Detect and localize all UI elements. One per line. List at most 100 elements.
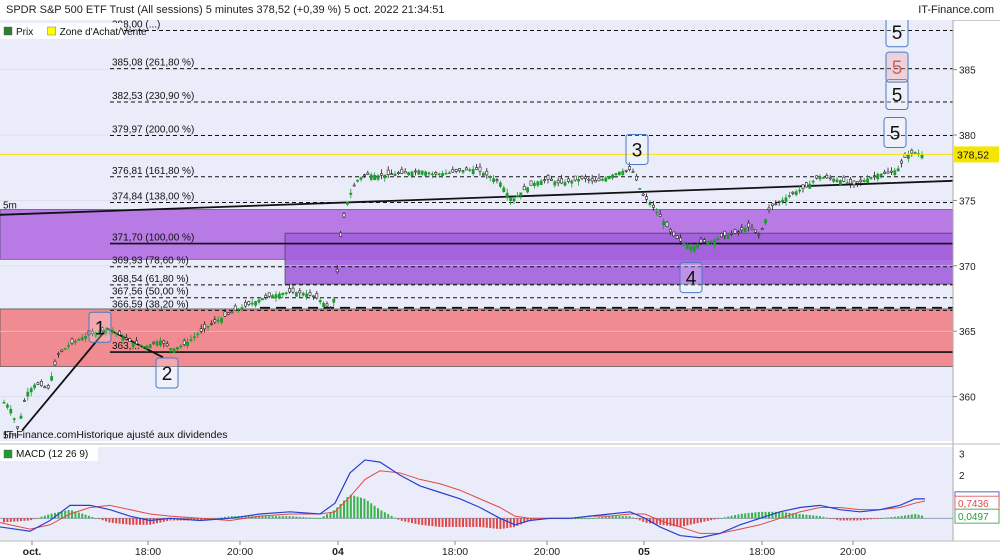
candle-body — [532, 182, 536, 186]
x-axis-tick-label: oct. — [23, 546, 42, 558]
macd-histogram-bar — [846, 518, 849, 521]
candle-body — [743, 227, 747, 233]
candle-body — [203, 323, 207, 330]
macd-histogram-bar — [404, 518, 407, 522]
last-price-label: 378,52 — [957, 149, 989, 161]
macd-histogram-bar — [315, 518, 318, 519]
macd-histogram-bar — [798, 513, 801, 519]
macd-histogram-bar — [655, 518, 658, 525]
candle-body — [74, 341, 77, 343]
candle-body — [855, 181, 859, 184]
candle-body — [284, 292, 288, 294]
candle-body — [281, 292, 285, 296]
candle-body — [526, 187, 530, 193]
candle-body — [12, 418, 16, 420]
candle-body — [220, 318, 224, 323]
candle-body — [689, 246, 693, 251]
candle-body — [315, 293, 319, 299]
macd-histogram-bar — [666, 518, 668, 526]
macd-histogram-bar — [128, 518, 131, 525]
legend-item-label: Prix — [16, 27, 33, 38]
macd-histogram-bar — [162, 518, 165, 522]
candle-body — [213, 319, 217, 323]
macd-histogram-bar — [224, 516, 226, 519]
candle-body — [631, 171, 635, 173]
candle-body — [852, 180, 856, 186]
macd-title: MACD (12 26 9) — [16, 449, 88, 460]
macd-histogram-bar — [730, 515, 733, 519]
candle-body — [566, 178, 570, 182]
candle-body — [16, 426, 20, 429]
wave-label: 5 — [892, 58, 903, 79]
macd-histogram-bar — [723, 517, 726, 519]
macd-histogram-bar — [876, 518, 879, 520]
candle-body — [536, 181, 540, 186]
wave-label-box — [885, 79, 909, 111]
y-axis-tick-label: 375 — [959, 196, 976, 207]
macd-histogram-bar — [336, 507, 339, 519]
candle-body — [760, 228, 764, 231]
candle-body — [94, 331, 98, 337]
candle-body — [464, 167, 468, 171]
candle-body — [131, 342, 135, 347]
candle-body — [288, 288, 292, 293]
macd-histogram-bar — [659, 518, 662, 525]
macd-histogram-bar — [339, 504, 342, 519]
macd-histogram-bar — [587, 518, 590, 520]
macd-histogram-bar — [16, 518, 19, 522]
candle-body — [838, 180, 842, 186]
macd-histogram-bar — [778, 511, 781, 519]
macd-histogram-bar — [717, 518, 719, 520]
macd-histogram-bar — [292, 516, 294, 519]
brand-label[interactable]: IT-Finance.com — [918, 4, 994, 16]
macd-histogram-bar — [870, 518, 872, 520]
candle-body — [342, 213, 346, 218]
candle-body — [709, 240, 713, 243]
candle-body — [662, 220, 666, 226]
macd-histogram-bar — [448, 518, 451, 527]
macd-histogram-bar — [98, 518, 101, 520]
candle-body — [658, 214, 662, 217]
candle-body — [199, 328, 203, 332]
macd-histogram-bar — [710, 518, 713, 521]
macd-histogram-bar — [679, 518, 682, 527]
macd-histogram-bar — [853, 518, 855, 521]
macd-histogram-bar — [244, 516, 247, 519]
candle-body — [383, 174, 387, 179]
candle-body — [254, 301, 258, 306]
candle-body — [478, 166, 482, 172]
candle-body — [417, 170, 421, 175]
sell-zone-inner — [284, 232, 954, 285]
candle-body — [424, 171, 428, 176]
candle-body — [862, 179, 866, 182]
y-axis-tick-label: 370 — [959, 262, 976, 273]
candle-body — [373, 174, 377, 181]
candle-body — [543, 179, 547, 181]
wave-label-box — [885, 51, 909, 83]
macd-histogram-bar — [57, 512, 60, 519]
macd-histogram-bar — [479, 518, 481, 527]
candle-body — [515, 195, 519, 198]
price-chart[interactable]: 398,00 (...) 385,08 (261,80 %) 382,53 (230… — [0, 20, 1000, 560]
macd-histogram-bar — [737, 514, 740, 519]
macd-histogram-bar — [125, 518, 128, 525]
macd-histogram-bar — [431, 518, 434, 527]
macd-histogram-bar — [771, 511, 774, 519]
candle-body — [740, 227, 744, 231]
candle-body — [648, 203, 652, 205]
fib-level-label: 368,54 (61,80 %) — [112, 274, 189, 285]
candle-body — [301, 292, 305, 296]
candle-body — [9, 408, 13, 414]
x-axis-tick-label: 20:00 — [840, 546, 866, 558]
macd-histogram-bar — [108, 518, 111, 523]
macd-histogram-bar — [781, 512, 784, 519]
macd-histogram-bar — [363, 498, 366, 519]
candle-body — [91, 330, 94, 334]
macd-histogram-bar — [604, 516, 607, 519]
candle-body — [764, 219, 768, 224]
candle-body — [675, 235, 679, 239]
candle-body — [451, 169, 455, 173]
macd-histogram-bar — [67, 509, 70, 519]
candle-body — [362, 174, 366, 176]
candle-body — [291, 287, 295, 293]
